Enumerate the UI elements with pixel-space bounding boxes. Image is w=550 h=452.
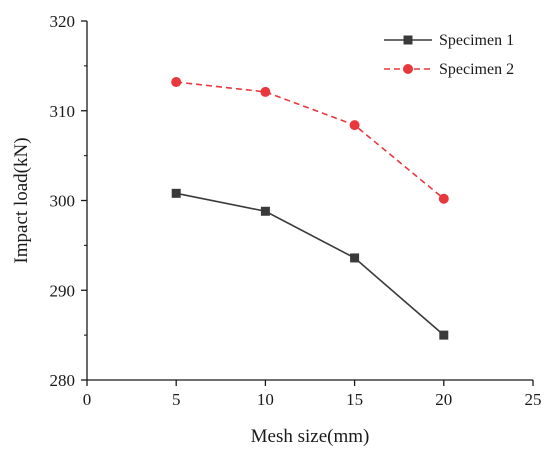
y-tick-label: 320 <box>50 12 76 31</box>
series-2-point <box>349 120 360 131</box>
x-tick-label: 15 <box>346 390 363 409</box>
series-2-line <box>176 81 445 200</box>
y-axis-ticks: 280 290 300 310 320 <box>50 12 87 390</box>
legend-label-1: Specimen 1 <box>439 32 514 49</box>
series-2-point <box>438 193 449 204</box>
series-1-point <box>350 253 360 263</box>
legend: Specimen 1 Specimen 2 <box>384 32 514 78</box>
series-1 <box>171 188 449 340</box>
y-tick-label: 290 <box>50 281 76 300</box>
x-axis-title: Mesh size(mm) <box>251 426 370 447</box>
y-axis-title: Impact load(kN) <box>11 137 32 263</box>
series-1-point <box>171 188 181 198</box>
x-tick-label: 0 <box>83 390 92 409</box>
x-tick-label: 25 <box>525 390 542 409</box>
series-1-point <box>260 206 270 216</box>
legend-marker-1 <box>403 35 413 45</box>
x-tick-label: 5 <box>172 390 181 409</box>
x-axis-ticks: 0 5 10 15 20 25 <box>83 380 542 409</box>
y-tick-label: 310 <box>50 102 76 121</box>
series-2-point <box>171 77 182 88</box>
series-1-line <box>176 192 445 336</box>
series-2-point <box>260 86 271 97</box>
x-tick-label: 20 <box>435 390 452 409</box>
y-tick-label: 280 <box>50 371 76 390</box>
series-1-point <box>439 330 449 340</box>
legend-label-2: Specimen 2 <box>439 61 514 78</box>
series-layer <box>171 77 449 340</box>
y-tick-label: 300 <box>50 192 76 211</box>
legend-marker-2 <box>403 64 413 74</box>
series-2 <box>171 77 449 204</box>
x-tick-label: 10 <box>257 390 274 409</box>
plot-area: 0 5 10 15 20 25 280 290 300 310 320 <box>50 12 542 409</box>
